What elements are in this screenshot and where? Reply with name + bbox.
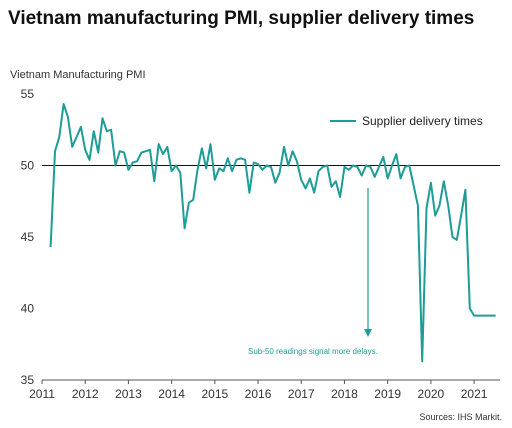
x-tick-label: 2012: [72, 387, 99, 401]
x-tick-label: 2015: [201, 387, 228, 401]
y-axis-ticks: 35 40 45 50 55: [21, 87, 35, 387]
y-tick-label: 55: [21, 87, 35, 101]
x-axis-ticks: 2011 2012 2013 2014 2015 2016 2017 2018 2019 2020…: [29, 380, 488, 401]
x-tick-label: 2016: [245, 387, 272, 401]
x-tick-label: 2020: [418, 387, 445, 401]
y-tick-label: 35: [21, 373, 35, 387]
source-note: Sources: IHS Markit.: [419, 412, 502, 422]
y-tick-label: 40: [21, 302, 35, 316]
y-axis-label: Vietnam Manufacturing PMI: [10, 69, 146, 81]
x-tick-label: 2021: [461, 387, 488, 401]
x-tick-label: 2017: [288, 387, 315, 401]
annotation-arrow-head: [364, 329, 372, 337]
annotation-text: Sub-50 readings signal more delays.: [248, 347, 378, 356]
chart-title: Vietnam manufacturing PMI, supplier deli…: [8, 8, 475, 29]
x-tick-label: 2013: [115, 387, 142, 401]
y-tick-label: 45: [21, 230, 35, 244]
legend-label: Supplier delivery times: [362, 114, 483, 128]
x-tick-label: 2011: [29, 387, 55, 401]
y-tick-label: 50: [21, 159, 35, 173]
series-line-supplier-delivery-times: [49, 103, 496, 363]
x-tick-label: 2019: [374, 387, 401, 401]
x-tick-label: 2014: [158, 387, 185, 401]
x-tick-label: 2018: [331, 387, 358, 401]
